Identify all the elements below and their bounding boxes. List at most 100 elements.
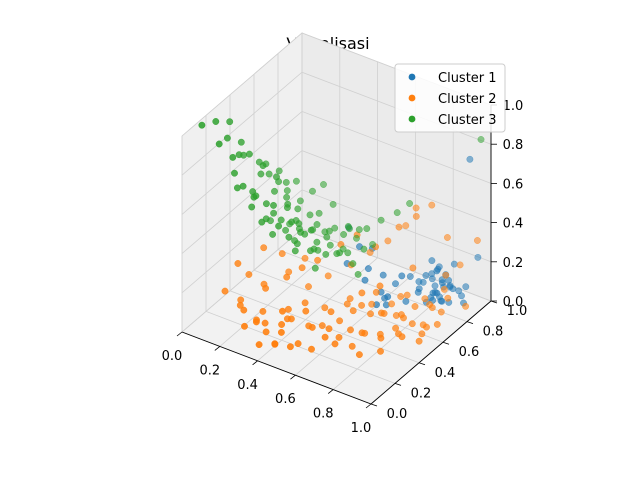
- data-point: [271, 340, 279, 348]
- data-point: [450, 260, 458, 268]
- x-tick-mark: [365, 403, 372, 409]
- data-point: [384, 293, 392, 301]
- data-point: [221, 287, 229, 295]
- z-tick-label: 1.0: [503, 99, 524, 114]
- data-point: [398, 333, 406, 341]
- gridline-y: [253, 74, 444, 343]
- data-point: [226, 118, 234, 126]
- gridline-y: [277, 53, 468, 322]
- data-point: [388, 300, 396, 308]
- data-point: [455, 287, 463, 295]
- data-point: [456, 261, 464, 269]
- data-point: [343, 300, 351, 308]
- data-point: [358, 329, 366, 337]
- data-point: [419, 321, 427, 329]
- data-point: [364, 265, 372, 273]
- legend: Cluster 1 Cluster 2 Cluster 3: [394, 63, 506, 133]
- data-point: [326, 241, 334, 249]
- data-point: [253, 316, 260, 324]
- data-point: [307, 247, 314, 255]
- data-point: [377, 347, 384, 355]
- data-point: [240, 151, 248, 159]
- data-point: [477, 136, 485, 143]
- y-tick-label: 0.6: [459, 345, 480, 360]
- data-point: [402, 222, 410, 230]
- data-point: [240, 306, 248, 314]
- data-point: [275, 167, 283, 175]
- data-point: [397, 293, 405, 300]
- data-point: [245, 271, 253, 278]
- data-point: [270, 201, 277, 209]
- data-point: [321, 304, 329, 312]
- data-point: [331, 340, 339, 348]
- data-point: [379, 271, 387, 279]
- data-point: [308, 345, 315, 353]
- y-tick-mark: [394, 383, 402, 386]
- data-point: [384, 237, 392, 245]
- data-point: [392, 324, 400, 332]
- data-point: [301, 254, 309, 262]
- data-point: [411, 303, 419, 310]
- data-point: [363, 225, 371, 233]
- data-point: [400, 314, 407, 322]
- data-point: [325, 227, 333, 235]
- data-point: [406, 273, 414, 280]
- data-point: [294, 205, 302, 213]
- data-point: [442, 271, 450, 279]
- z-tick-label: 0.4: [503, 217, 524, 232]
- data-point: [344, 249, 352, 257]
- data-point: [261, 319, 269, 327]
- data-point: [392, 280, 399, 288]
- data-point: [428, 201, 436, 209]
- data-point: [286, 220, 294, 228]
- data-point: [297, 228, 305, 236]
- x-tick-label: 0.0: [162, 349, 183, 364]
- data-point: [406, 200, 414, 207]
- y-tick-mark: [370, 403, 378, 407]
- legend-box: [394, 63, 506, 133]
- data-point: [282, 226, 290, 234]
- data-point: [234, 260, 242, 267]
- data-point: [462, 302, 470, 310]
- data-point: [377, 309, 385, 317]
- data-point: [315, 209, 323, 217]
- data-point: [275, 222, 283, 230]
- data-point: [241, 322, 248, 330]
- data-point: [292, 217, 300, 224]
- data-point: [415, 278, 423, 286]
- data-point: [393, 209, 401, 217]
- y-tick-label: 0.8: [483, 325, 504, 340]
- gridline-y: [229, 94, 420, 364]
- data-point: [277, 328, 285, 336]
- x-tick-label: 0.4: [237, 378, 258, 393]
- data-point: [270, 209, 278, 217]
- data-point: [283, 204, 291, 212]
- x-tick-mark: [327, 389, 334, 394]
- data-point: [269, 230, 277, 238]
- data-point: [340, 231, 348, 238]
- data-point: [376, 282, 384, 290]
- x-tick-label: 1.0: [351, 421, 372, 436]
- x-tick-mark: [252, 360, 258, 366]
- data-point: [361, 276, 369, 284]
- data-point: [313, 221, 321, 228]
- data-point: [377, 216, 385, 224]
- data-point: [474, 253, 482, 261]
- data-point: [278, 321, 286, 328]
- data-point: [245, 150, 253, 158]
- data-point: [294, 340, 302, 348]
- data-point: [402, 297, 410, 305]
- y-tick-label: 0.0: [387, 407, 408, 422]
- data-point: [415, 337, 423, 345]
- data-point: [349, 307, 357, 315]
- data-point: [355, 226, 363, 234]
- data-point: [259, 307, 267, 315]
- data-point: [346, 295, 354, 303]
- data-point: [237, 138, 245, 146]
- data-point: [282, 178, 290, 186]
- data-point: [367, 310, 374, 318]
- data-point: [279, 307, 286, 315]
- legend-marker: [408, 73, 416, 81]
- data-point: [223, 134, 231, 142]
